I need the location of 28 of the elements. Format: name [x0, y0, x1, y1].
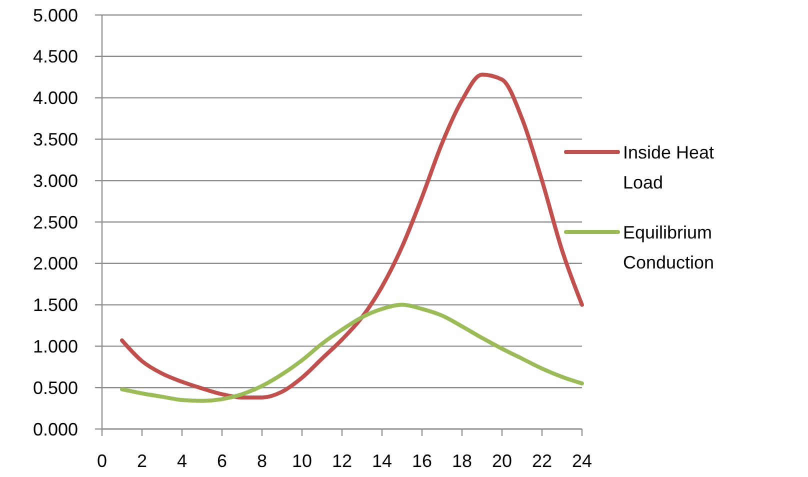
y-tick-label: 2.000: [32, 254, 78, 274]
legend-label: Inside Heat Load: [623, 142, 714, 192]
x-tick-label: 4: [176, 451, 188, 471]
y-tick-label: 0.500: [32, 378, 78, 398]
y-tick-label: 0.000: [32, 419, 78, 440]
line-series: [120, 302, 584, 403]
x-tick-label: 24: [572, 451, 592, 471]
y-tick-label: 1.500: [32, 295, 78, 316]
x-tick-label: 12: [332, 451, 352, 471]
x-tick-label: 20: [492, 451, 512, 471]
y-tick-label: 2.500: [32, 212, 78, 232]
y-tick-label: 5.000: [32, 5, 78, 26]
x-tick-label: 16: [412, 451, 432, 471]
y-tick-label: 1.000: [32, 336, 78, 356]
x-tick-label: 8: [256, 451, 268, 471]
y-tick-label: 3.500: [32, 130, 78, 150]
y-tick-label: 3.000: [32, 170, 78, 191]
x-tick-label: 0: [96, 451, 108, 471]
x-tick-label: 10: [292, 451, 312, 471]
x-tick-label: 2: [136, 451, 148, 471]
x-tick-label: 22: [532, 451, 552, 471]
x-tick-label: 18: [452, 451, 472, 471]
y-tick-label: 4.500: [32, 46, 78, 67]
legend-label: Equilibrium Conduction: [623, 222, 714, 272]
x-tick-label: 6: [216, 451, 228, 471]
line-series: [120, 72, 584, 400]
y-tick-label: 4.000: [32, 88, 78, 108]
x-tick-label: 14: [372, 451, 392, 471]
